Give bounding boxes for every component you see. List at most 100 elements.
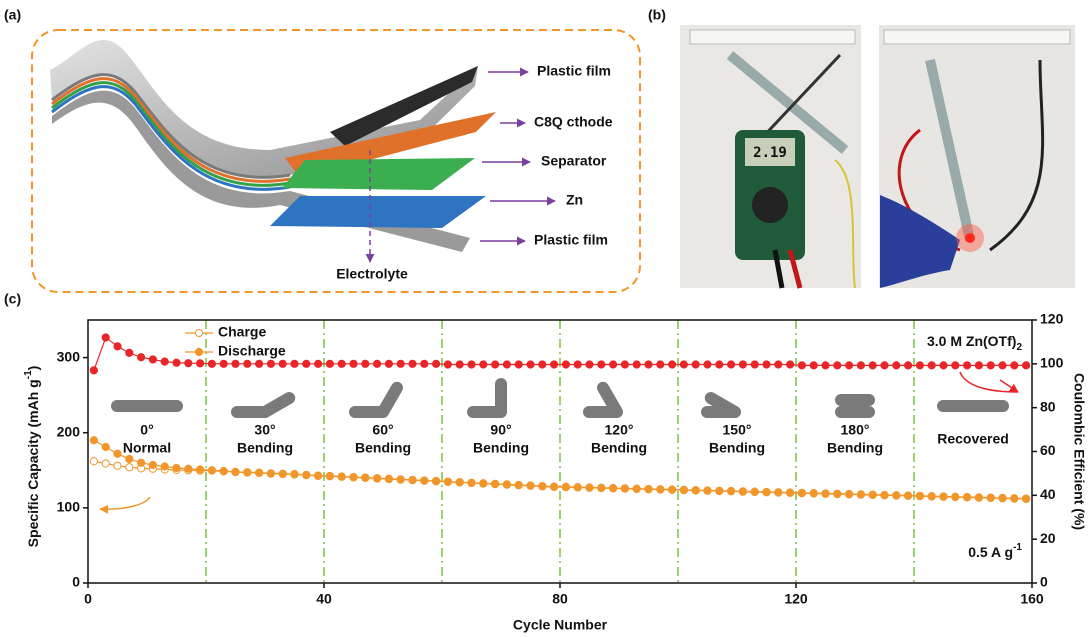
data-point [409,476,416,483]
data-point [692,487,699,494]
data-point [810,362,817,369]
data-point [987,494,994,501]
stage-angle: 90° [490,422,511,438]
data-point [232,468,239,475]
data-point [480,480,487,487]
page: (a) (b) (c) Plastic film C8Q cthode Sepa… [0,0,1091,637]
layer-label: Separator [541,153,607,169]
data-point [645,361,652,368]
data-point [267,470,274,477]
data-point [763,488,770,495]
data-point [775,361,782,368]
data-point [834,490,841,497]
data-point [539,482,546,489]
data-point [621,485,628,492]
data-point [692,361,699,368]
meter-dial [752,187,788,223]
x-tick-label: 80 [552,591,568,607]
data-point [149,356,156,363]
data-point [739,361,746,368]
data-point [220,360,227,367]
meter-reading: 2.19 [753,145,787,161]
data-point [657,486,664,493]
data-point [102,443,109,450]
bend-icon [841,400,869,412]
data-point [197,360,204,367]
data-point [350,473,357,480]
data-point [374,475,381,482]
text-part: Specific Capacity (mAh g [25,379,41,547]
stage-label: Bending [473,440,529,456]
y-tick-label: 200 [57,423,81,439]
y-tick-label: 100 [57,499,81,515]
data-point [515,481,522,488]
data-point [610,361,617,368]
data-point [161,358,168,365]
data-point [751,488,758,495]
text-sub: 2 [1016,342,1022,353]
data-point [562,483,569,490]
data-point [126,349,133,356]
data-point [267,360,274,367]
text-sup: -1 [1013,542,1022,553]
stage-angle: 180° [841,422,870,438]
data-point [362,360,369,367]
axis-pointer [960,372,1018,392]
data-point [716,487,723,494]
data-point [704,361,711,368]
y2-tick-label: 20 [1040,530,1056,546]
icon-part [237,398,289,412]
data-point [468,361,475,368]
data-point [881,491,888,498]
data-point [315,472,322,479]
stage-angle: 0° [140,422,153,438]
stage-angle: 150° [723,422,752,438]
data-point [598,361,605,368]
data-point [385,360,392,367]
data-point [492,480,499,487]
data-point [728,487,735,494]
data-point [303,360,310,367]
data-point [114,450,121,457]
data-point [787,361,794,368]
data-point [279,470,286,477]
data-point [574,361,581,368]
x-tick-label: 0 [84,591,92,607]
data-point [704,487,711,494]
data-point [397,476,404,483]
stage-label: Recovered [937,431,1009,447]
data-point [893,362,900,369]
layer-label: Plastic film [537,63,611,79]
data-point [621,361,628,368]
data-point [527,361,534,368]
x-tick-label: 120 [784,591,808,607]
y2-tick-label: 120 [1040,311,1064,327]
data-point [669,361,676,368]
data-point [515,361,522,368]
data-point [598,484,605,491]
data-point [999,362,1006,369]
data-point [208,467,215,474]
data-point [928,362,935,369]
bend-icon [473,384,501,412]
data-point [444,361,451,368]
data-point [102,334,109,341]
data-point [1023,495,1030,502]
stage-angle: 120° [605,422,634,438]
data-point [869,491,876,498]
data-point [256,360,263,367]
layer-label: Plastic film [534,232,608,248]
y2-tick-label: 80 [1040,398,1056,414]
icon-part [589,388,617,412]
data-point [562,361,569,368]
data-point [197,466,204,473]
text-part: ) [25,366,41,371]
data-point [362,474,369,481]
data-point [586,484,593,491]
data-point [291,360,298,367]
data-point [798,362,805,369]
data-point [1011,495,1018,502]
ruler [690,30,855,44]
data-point [350,360,357,367]
data-point [315,360,322,367]
